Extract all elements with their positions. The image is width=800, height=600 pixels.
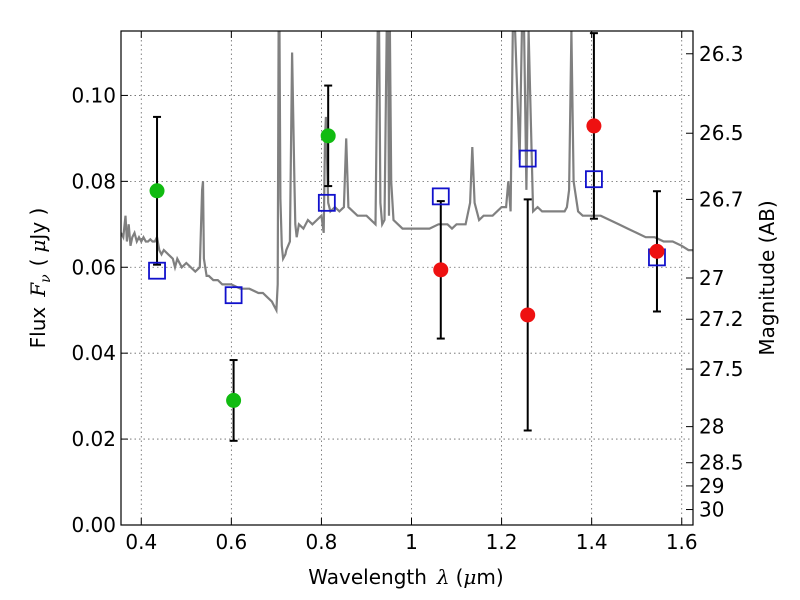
model-square-marker: [518, 149, 537, 168]
y-tick-label: 0.10: [71, 83, 116, 107]
x-tick-label: 1.4: [576, 530, 608, 554]
data-points: [149, 118, 665, 408]
red-data-point: [586, 118, 602, 134]
model-spectrum-line: [121, 31, 693, 315]
green-data-point: [226, 392, 242, 408]
x-tick-label: 0.8: [306, 530, 338, 554]
mag-tick-label: 29: [699, 474, 724, 498]
mag-tick-label: 28.5: [699, 451, 744, 475]
model-square-marker: [148, 261, 166, 280]
y-tick-label: 0.00: [71, 513, 116, 537]
mag-tick-label: 26.3: [699, 42, 744, 66]
model-square-marker: [317, 193, 336, 212]
mag-tick-label: 26.5: [699, 121, 744, 145]
mag-tick-label: 27: [699, 266, 724, 290]
y-tick-label: 0.06: [71, 255, 116, 279]
model-square-marker: [585, 170, 603, 189]
y-tick-label: 0.02: [71, 427, 116, 451]
green-data-point: [149, 183, 165, 199]
ticks: [121, 31, 693, 526]
x-tick-label: 1.6: [666, 530, 698, 554]
mag-tick-label: 27.5: [699, 357, 744, 381]
mag-tick-label: 26.7: [699, 187, 744, 211]
y-axis-title: FluxFν(μJy ): [26, 208, 54, 349]
x-tick-label: 1.2: [486, 530, 518, 554]
x-tick-label: 0.4: [125, 530, 157, 554]
tick-labels: 0.4 0.6 0.8 1 1.2 1.4 1.6 0.00 0.02 0.04 0.06 0.08 0…: [71, 42, 743, 554]
model-square-marker: [431, 187, 450, 206]
model-square-marker: [224, 286, 243, 305]
mag-tick-label: 27.2: [699, 307, 744, 331]
y-tick-label: 0.08: [71, 169, 116, 193]
red-data-point: [649, 243, 665, 259]
right-axis-title: Magnitude (AB): [755, 200, 779, 355]
error-bars: [153, 32, 661, 442]
x-tick-label: 0.6: [215, 530, 247, 554]
green-data-point: [320, 128, 336, 144]
x-tick-label: 1: [405, 530, 418, 554]
red-data-point: [433, 262, 449, 278]
x-axis-title: Wavelength λ (μm): [308, 565, 503, 589]
grid: [121, 31, 693, 526]
model-squares: [148, 149, 666, 305]
mag-tick-label: 28: [699, 415, 724, 439]
plot-frame: [120, 30, 694, 526]
y-tick-label: 0.04: [71, 341, 116, 365]
mag-tick-label: 30: [699, 498, 724, 522]
red-data-point: [520, 307, 536, 323]
